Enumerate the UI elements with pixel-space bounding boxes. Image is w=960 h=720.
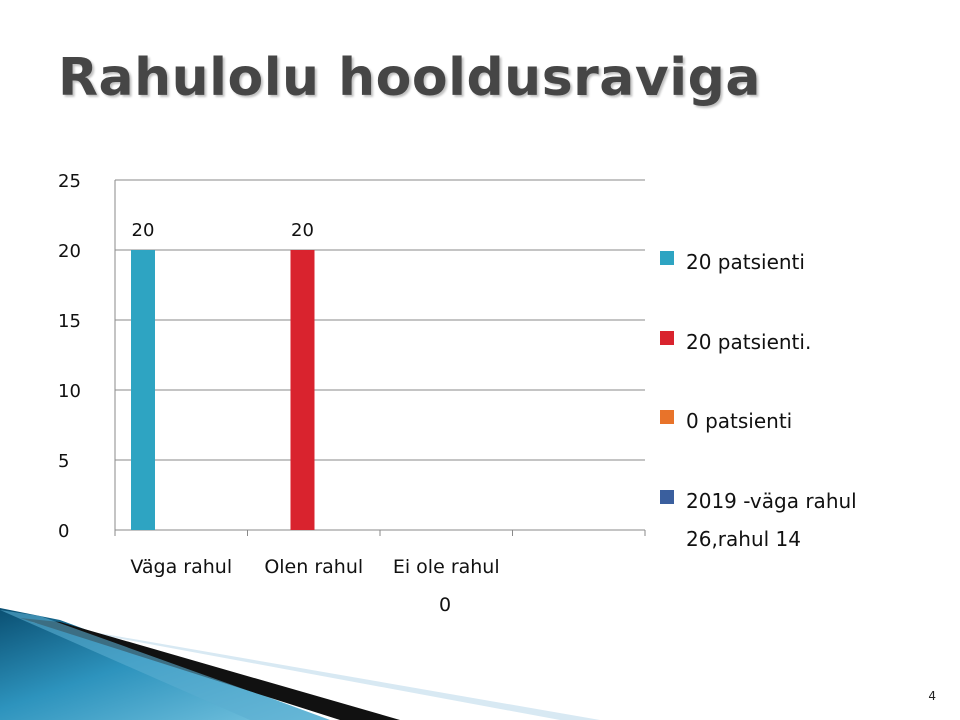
page-number: 4 bbox=[928, 689, 936, 703]
y-tick-label-1: 5 bbox=[58, 451, 69, 472]
slide-title: Rahulolu hooldusraviga bbox=[58, 48, 761, 108]
bar-1-1 bbox=[290, 250, 315, 530]
legend-label-3: 0 patsienti bbox=[686, 409, 793, 433]
legend-swatch-3 bbox=[660, 410, 674, 424]
y-tick-label-5: 25 bbox=[58, 171, 81, 192]
legend-item-4: 2019 -väga rahul 26,rahul 14 bbox=[660, 482, 926, 558]
data-label-0-0: 20 bbox=[132, 220, 155, 241]
chart-legend: 20 patsienti 20 patsienti. 0 patsienti 2… bbox=[660, 0, 960, 720]
legend-label-4: 2019 -väga rahul 26,rahul 14 bbox=[686, 489, 857, 551]
decorative-swoosh bbox=[0, 608, 600, 720]
x-category-label-1: Olen rahul bbox=[264, 556, 363, 578]
legend-swatch-1 bbox=[660, 251, 674, 265]
legend-label-2: 20 patsienti. bbox=[686, 330, 812, 354]
legend-item-2: 20 patsienti. bbox=[660, 323, 926, 361]
legend-label-1: 20 patsienti bbox=[686, 250, 805, 274]
data-label-1-1: 20 bbox=[291, 220, 314, 241]
legend-swatch-2 bbox=[660, 331, 674, 345]
legend-swatch-4 bbox=[660, 490, 674, 504]
y-tick-label-2: 10 bbox=[58, 381, 81, 402]
y-tick-label-0: 0 bbox=[58, 521, 69, 542]
y-tick-label-4: 20 bbox=[58, 241, 81, 262]
x-category-label-0: Väga rahul bbox=[130, 556, 232, 578]
x-category-label-2: Ei ole rahul bbox=[393, 556, 500, 578]
legend-item-1: 20 patsienti bbox=[660, 243, 926, 281]
x-category-extra-label: 0 bbox=[439, 594, 451, 616]
y-tick-label-3: 15 bbox=[58, 311, 81, 332]
bar-0-0 bbox=[131, 250, 155, 530]
legend-item-3: 0 patsienti bbox=[660, 402, 926, 440]
